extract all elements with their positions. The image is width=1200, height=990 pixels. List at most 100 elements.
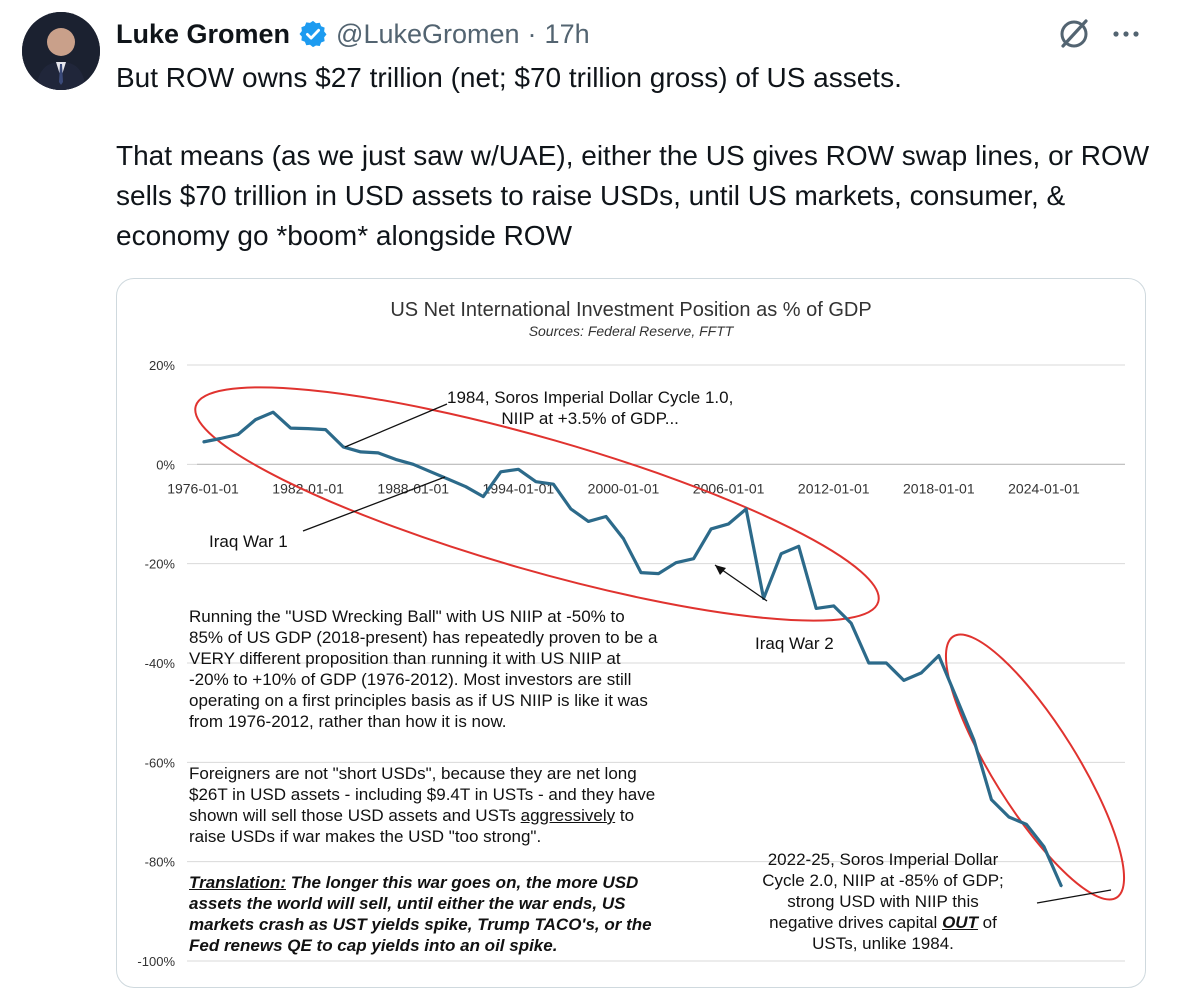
data-point — [640, 571, 642, 574]
data-point — [482, 495, 485, 498]
pointer-soros2 — [1036, 889, 1112, 904]
annotation-soros2-line: 2022-25, Soros Imperial Dollar — [767, 850, 999, 869]
chart-svg: 20% 0% -20% -40% -60% -80% -100% 1976-01-01 198… — [137, 358, 1126, 969]
data-point — [973, 739, 975, 741]
paragraph-2-underlined: aggressively — [520, 806, 616, 825]
data-point — [1008, 816, 1010, 818]
y-tick-label: -80% — [145, 855, 176, 870]
data-point — [920, 672, 923, 674]
translation-line: Fed renews QE to cap yields into an oil … — [189, 936, 558, 955]
data-point — [570, 508, 572, 510]
data-point — [780, 552, 782, 555]
x-tick-label: 2000-01-01 — [588, 480, 660, 496]
data-point — [850, 622, 853, 625]
x-tick-label: 1982-01-01 — [272, 480, 344, 496]
annotation-soros1: 1984, Soros Imperial Dollar Cycle 1.0, N… — [447, 387, 733, 429]
data-point — [342, 446, 344, 448]
data-point — [657, 572, 660, 575]
separator-dot: · — [527, 18, 537, 49]
data-point — [938, 654, 940, 657]
paragraph-2-line: Foreigners are not "short USDs", because… — [189, 764, 637, 783]
data-point — [990, 798, 993, 801]
data-point — [447, 478, 450, 481]
annotation-soros2-emphasis: OUT — [942, 913, 978, 932]
paragraph-1-line: -20% to +10% of GDP (1976-2012). Most in… — [189, 670, 632, 689]
annotation-soros2-line: strong USD with NIIP this — [787, 892, 979, 911]
author-name[interactable]: Luke Gromen — [116, 18, 291, 49]
x-tick-label: 1988-01-01 — [377, 480, 449, 496]
y-tick-label: -40% — [145, 656, 176, 671]
paragraph-1-line: VERY different proposition than running … — [189, 649, 621, 668]
y-tick-label: 0% — [156, 457, 175, 472]
y-tick-label: 20% — [149, 358, 175, 373]
annotation-soros2-line: USTs, unlike 1984. — [812, 934, 954, 953]
data-point — [324, 428, 327, 431]
annotation-soros1-line: NIIP at +3.5% of GDP... — [501, 409, 679, 428]
annotation-iraq2: Iraq War 2 — [755, 634, 834, 653]
data-point — [710, 528, 712, 530]
tweet-text: But ROW owns $27 trillion (net; $70 tril… — [116, 58, 1176, 256]
data-point — [622, 538, 625, 540]
data-point — [412, 463, 415, 466]
data-point — [903, 679, 905, 682]
paragraph-2-line: $26T in USD assets - including $9.4T in … — [189, 785, 656, 804]
data-point — [307, 427, 309, 430]
paragraph-1-line: Running the "USD Wrecking Ball" with US … — [189, 607, 625, 626]
series-layer — [202, 410, 1063, 888]
x-tick-label: 1994-01-01 — [483, 480, 555, 496]
annotation-soros2-text: negative drives capital — [769, 913, 943, 932]
tweet-header: Luke Gromen @LukeGromen · 17h — [116, 14, 590, 54]
translation-text: The longer this war goes on, the more US… — [285, 873, 639, 892]
annotation-iraq1: Iraq War 1 — [209, 532, 288, 551]
data-point — [517, 468, 520, 471]
x-tick-label: 1976-01-01 — [167, 480, 239, 496]
data-point — [745, 508, 747, 510]
data-point — [254, 418, 257, 421]
pointer-iraq1 — [302, 476, 446, 532]
y-tick-label: -100% — [137, 954, 175, 969]
data-point — [1043, 845, 1045, 848]
data-point — [675, 561, 677, 564]
more-icon[interactable] — [1108, 16, 1144, 52]
data-point — [465, 485, 467, 488]
y-tick-label: -60% — [145, 755, 176, 770]
pointer-soros1 — [344, 403, 448, 448]
x-tick-layer: 1976-01-01 1982-01-01 1988-01-01 1994-01-01… — [167, 463, 1125, 496]
paragraph-2-line: shown will sell those USD assets and UST… — [189, 805, 655, 826]
avatar[interactable] — [22, 12, 100, 90]
author-handle[interactable]: @LukeGromen — [336, 18, 520, 49]
data-point — [605, 515, 607, 518]
y-tick-layer: 20% 0% -20% -40% -60% -80% -100% — [137, 358, 175, 969]
translation-line: Translation: The longer this war goes on… — [189, 872, 652, 893]
ellipse-layer — [194, 386, 1126, 901]
data-point — [289, 427, 292, 429]
data-point — [552, 483, 555, 485]
annotation-soros2-text: of — [977, 913, 997, 932]
chart-subtitle: Sources: Federal Reserve, FFTT — [528, 323, 734, 339]
grok-icon[interactable] — [1056, 16, 1092, 52]
data-point — [219, 437, 222, 440]
data-point — [500, 470, 502, 473]
paragraph-2-line: raise USDs if war makes the USD "too str… — [189, 827, 542, 846]
post-time[interactable]: 17h — [544, 18, 590, 49]
data-point — [394, 458, 397, 461]
translation-label: Translation: — [189, 873, 286, 892]
paragraph-1-line: from 1976-2012, rather than how it is no… — [189, 712, 507, 731]
annotation-soros2: 2022-25, Soros Imperial Dollar Cycle 2.0… — [743, 849, 1023, 954]
annotation-soros2-line: Cycle 2.0, NIIP at -85% of GDP; — [762, 871, 1004, 890]
paragraph-1-line: operating on a first principles basis as… — [189, 691, 648, 710]
y-tick-label: -20% — [145, 557, 176, 572]
ellipse-1976-2012 — [194, 386, 880, 622]
data-point — [587, 520, 590, 523]
data-point — [359, 451, 362, 453]
paragraph-2-text: shown will sell those USD assets and UST… — [189, 806, 521, 825]
data-point — [272, 411, 274, 413]
verified-badge-icon — [298, 19, 328, 49]
x-tick-label: 2018-01-01 — [903, 480, 975, 496]
data-point — [815, 607, 817, 610]
series-line — [202, 410, 1063, 888]
x-tick-label: 2012-01-01 — [798, 480, 870, 496]
data-point — [867, 662, 870, 664]
chart-image[interactable]: 20% 0% -20% -40% -60% -80% -100% 1976-01-01 198… — [116, 278, 1146, 988]
data-point — [1060, 885, 1063, 888]
